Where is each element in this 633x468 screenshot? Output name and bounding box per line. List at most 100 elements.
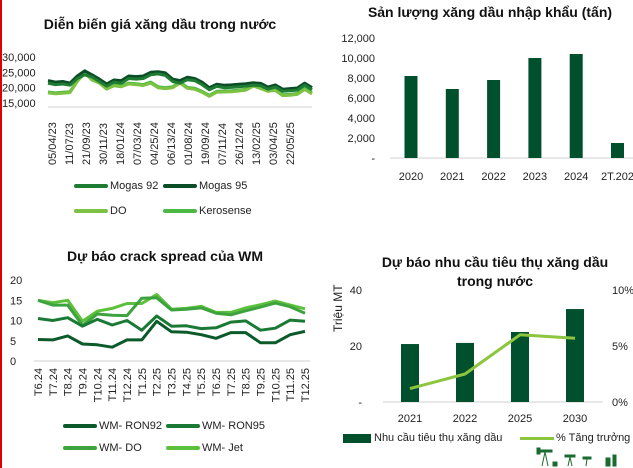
legend-swatch	[74, 184, 108, 188]
legend-label: Nhu cầu tiêu thụ xăng dầu	[374, 432, 503, 444]
legend-item-ron95: WM- RON95	[166, 420, 265, 432]
x-tick-label: T9.25	[256, 368, 268, 396]
legend-label: WM- RON95	[202, 420, 265, 432]
x-tick-label: 07/11/24	[217, 123, 229, 165]
y-tick-label: 5	[10, 336, 16, 348]
bar-2030	[566, 309, 584, 402]
legend-swatch	[74, 209, 108, 213]
legend-item-demand: Nhu cầu tiêu thụ xăng dầu	[343, 432, 502, 444]
x-tick-label: 2021	[440, 171, 464, 183]
legend-item-do: WM- DO	[63, 442, 142, 454]
y2-tick-label: 0%	[612, 397, 628, 409]
legend-item-ron92: WM- RON92	[63, 420, 162, 432]
y-tick-label: -	[358, 397, 362, 409]
y-tick-label: 0	[10, 356, 16, 368]
legend-swatch	[166, 446, 200, 450]
chart4-title-line2: trong nước	[456, 273, 534, 289]
x-tick-label: 2030	[563, 413, 587, 425]
y-tick-label: 8,000	[347, 73, 375, 85]
series-line-mogas-92	[47, 72, 313, 93]
y-tick-label: 15,000	[2, 98, 36, 110]
legend-swatch	[63, 424, 97, 428]
x-tick-label: 2023	[523, 171, 547, 183]
series-line-mogas-95	[47, 69, 313, 91]
y-tick-label: 10	[10, 316, 22, 328]
legend-label: DO	[110, 205, 127, 217]
x-tick-label: T5.25	[196, 368, 208, 396]
x-tick-label: T8.25	[241, 368, 253, 396]
x-tick-label: 01/08/24	[183, 122, 195, 165]
x-tick-label: 03/04/25	[268, 122, 280, 165]
x-tick-label: T4.25	[181, 368, 193, 396]
x-tick-label: 11/07/23	[64, 123, 76, 165]
x-tick-label: T7.25	[226, 368, 238, 396]
legend-label: Mogas 95	[199, 180, 248, 192]
y-tick-label: 15	[10, 295, 22, 307]
y-tick-label: 20	[10, 275, 22, 287]
y-tick-label: -	[371, 153, 375, 165]
x-tick-label: 21/09/23	[81, 122, 93, 165]
x-tick-label: T12.25	[300, 368, 312, 402]
chart4-title: Dự báo nhu cầu tiêu thụ xăng dầu trong n…	[370, 253, 620, 291]
x-tick-label: T6.25	[211, 368, 223, 396]
y-tick-label: 20	[350, 341, 362, 353]
legend-swatch	[63, 446, 97, 450]
x-tick-label: 2022	[481, 171, 505, 183]
x-tick-label: T6.24	[33, 368, 45, 396]
legend-item-jet: WM- Jet	[166, 442, 243, 454]
x-tick-label: 26/12/24	[234, 122, 246, 165]
legend-label: Mogas 92	[110, 180, 159, 192]
x-tick-label: 04/25/24	[149, 122, 161, 165]
legend-item-kerosense: Kerosense	[163, 205, 252, 217]
x-tick-label: T8.24	[63, 368, 75, 396]
legend-label: WM- RON92	[99, 420, 162, 432]
bar-2022	[487, 80, 501, 158]
legend-swatch	[166, 424, 200, 428]
legend-label: WM- DO	[99, 442, 142, 454]
legend-swatch	[520, 436, 554, 440]
bar-2T.202	[611, 143, 624, 158]
bar-2024	[569, 54, 583, 158]
bar-2020	[404, 76, 418, 158]
x-tick-label: 30/11/23	[98, 123, 110, 165]
y-tick-label: 25,000	[2, 67, 36, 79]
legend-item-mogas95: Mogas 95	[163, 180, 247, 192]
chart1-title: Diễn biến giá xăng dầu trong nước	[43, 16, 277, 32]
x-tick-label: T7.24	[48, 368, 60, 396]
x-tick-label: 13/02/25	[251, 122, 263, 165]
x-tick-label: T10.25	[270, 368, 282, 402]
x-tick-label: T12.24	[122, 368, 134, 402]
growth-line	[409, 333, 576, 391]
x-tick-label: T1.25	[137, 368, 149, 396]
oil-pump-icon	[536, 447, 617, 467]
legend-item-growth: % Tăng trưởng	[520, 432, 630, 444]
y2-tick-label: 10%	[612, 285, 633, 297]
x-tick-label: 2025	[508, 413, 532, 425]
x-tick-label: 07/03/24	[132, 122, 144, 165]
bar-2023	[528, 58, 542, 158]
x-tick-label: T2.25	[152, 368, 164, 396]
legend-label: Kerosense	[199, 205, 252, 217]
x-tick-label: 22/05/25	[285, 122, 297, 165]
y-tick-label: 20,000	[2, 83, 36, 95]
chart2-title: Sản lượng xăng dầu nhập khẩu (tấn)	[367, 4, 613, 20]
bar-2021	[445, 89, 459, 158]
y-tick-label: 10,000	[341, 53, 375, 65]
legend-label: % Tăng trưởng	[556, 432, 631, 444]
y-tick-label: 30,000	[2, 52, 36, 64]
series-line-wm-ron92	[37, 319, 306, 349]
x-tick-label: T11.24	[107, 368, 119, 401]
x-tick-label: T10.24	[92, 368, 104, 402]
series-line-wm-ron95	[37, 314, 306, 332]
x-tick-label: 2T.202	[601, 171, 633, 183]
y2-tick-label: 5%	[612, 341, 628, 353]
y-tick-label: 12,000	[341, 33, 375, 45]
x-tick-label: 2024	[564, 171, 588, 183]
y-tick-label: 40	[350, 285, 362, 297]
legend-swatch	[343, 433, 371, 443]
y-tick-label: 4,000	[347, 113, 375, 125]
